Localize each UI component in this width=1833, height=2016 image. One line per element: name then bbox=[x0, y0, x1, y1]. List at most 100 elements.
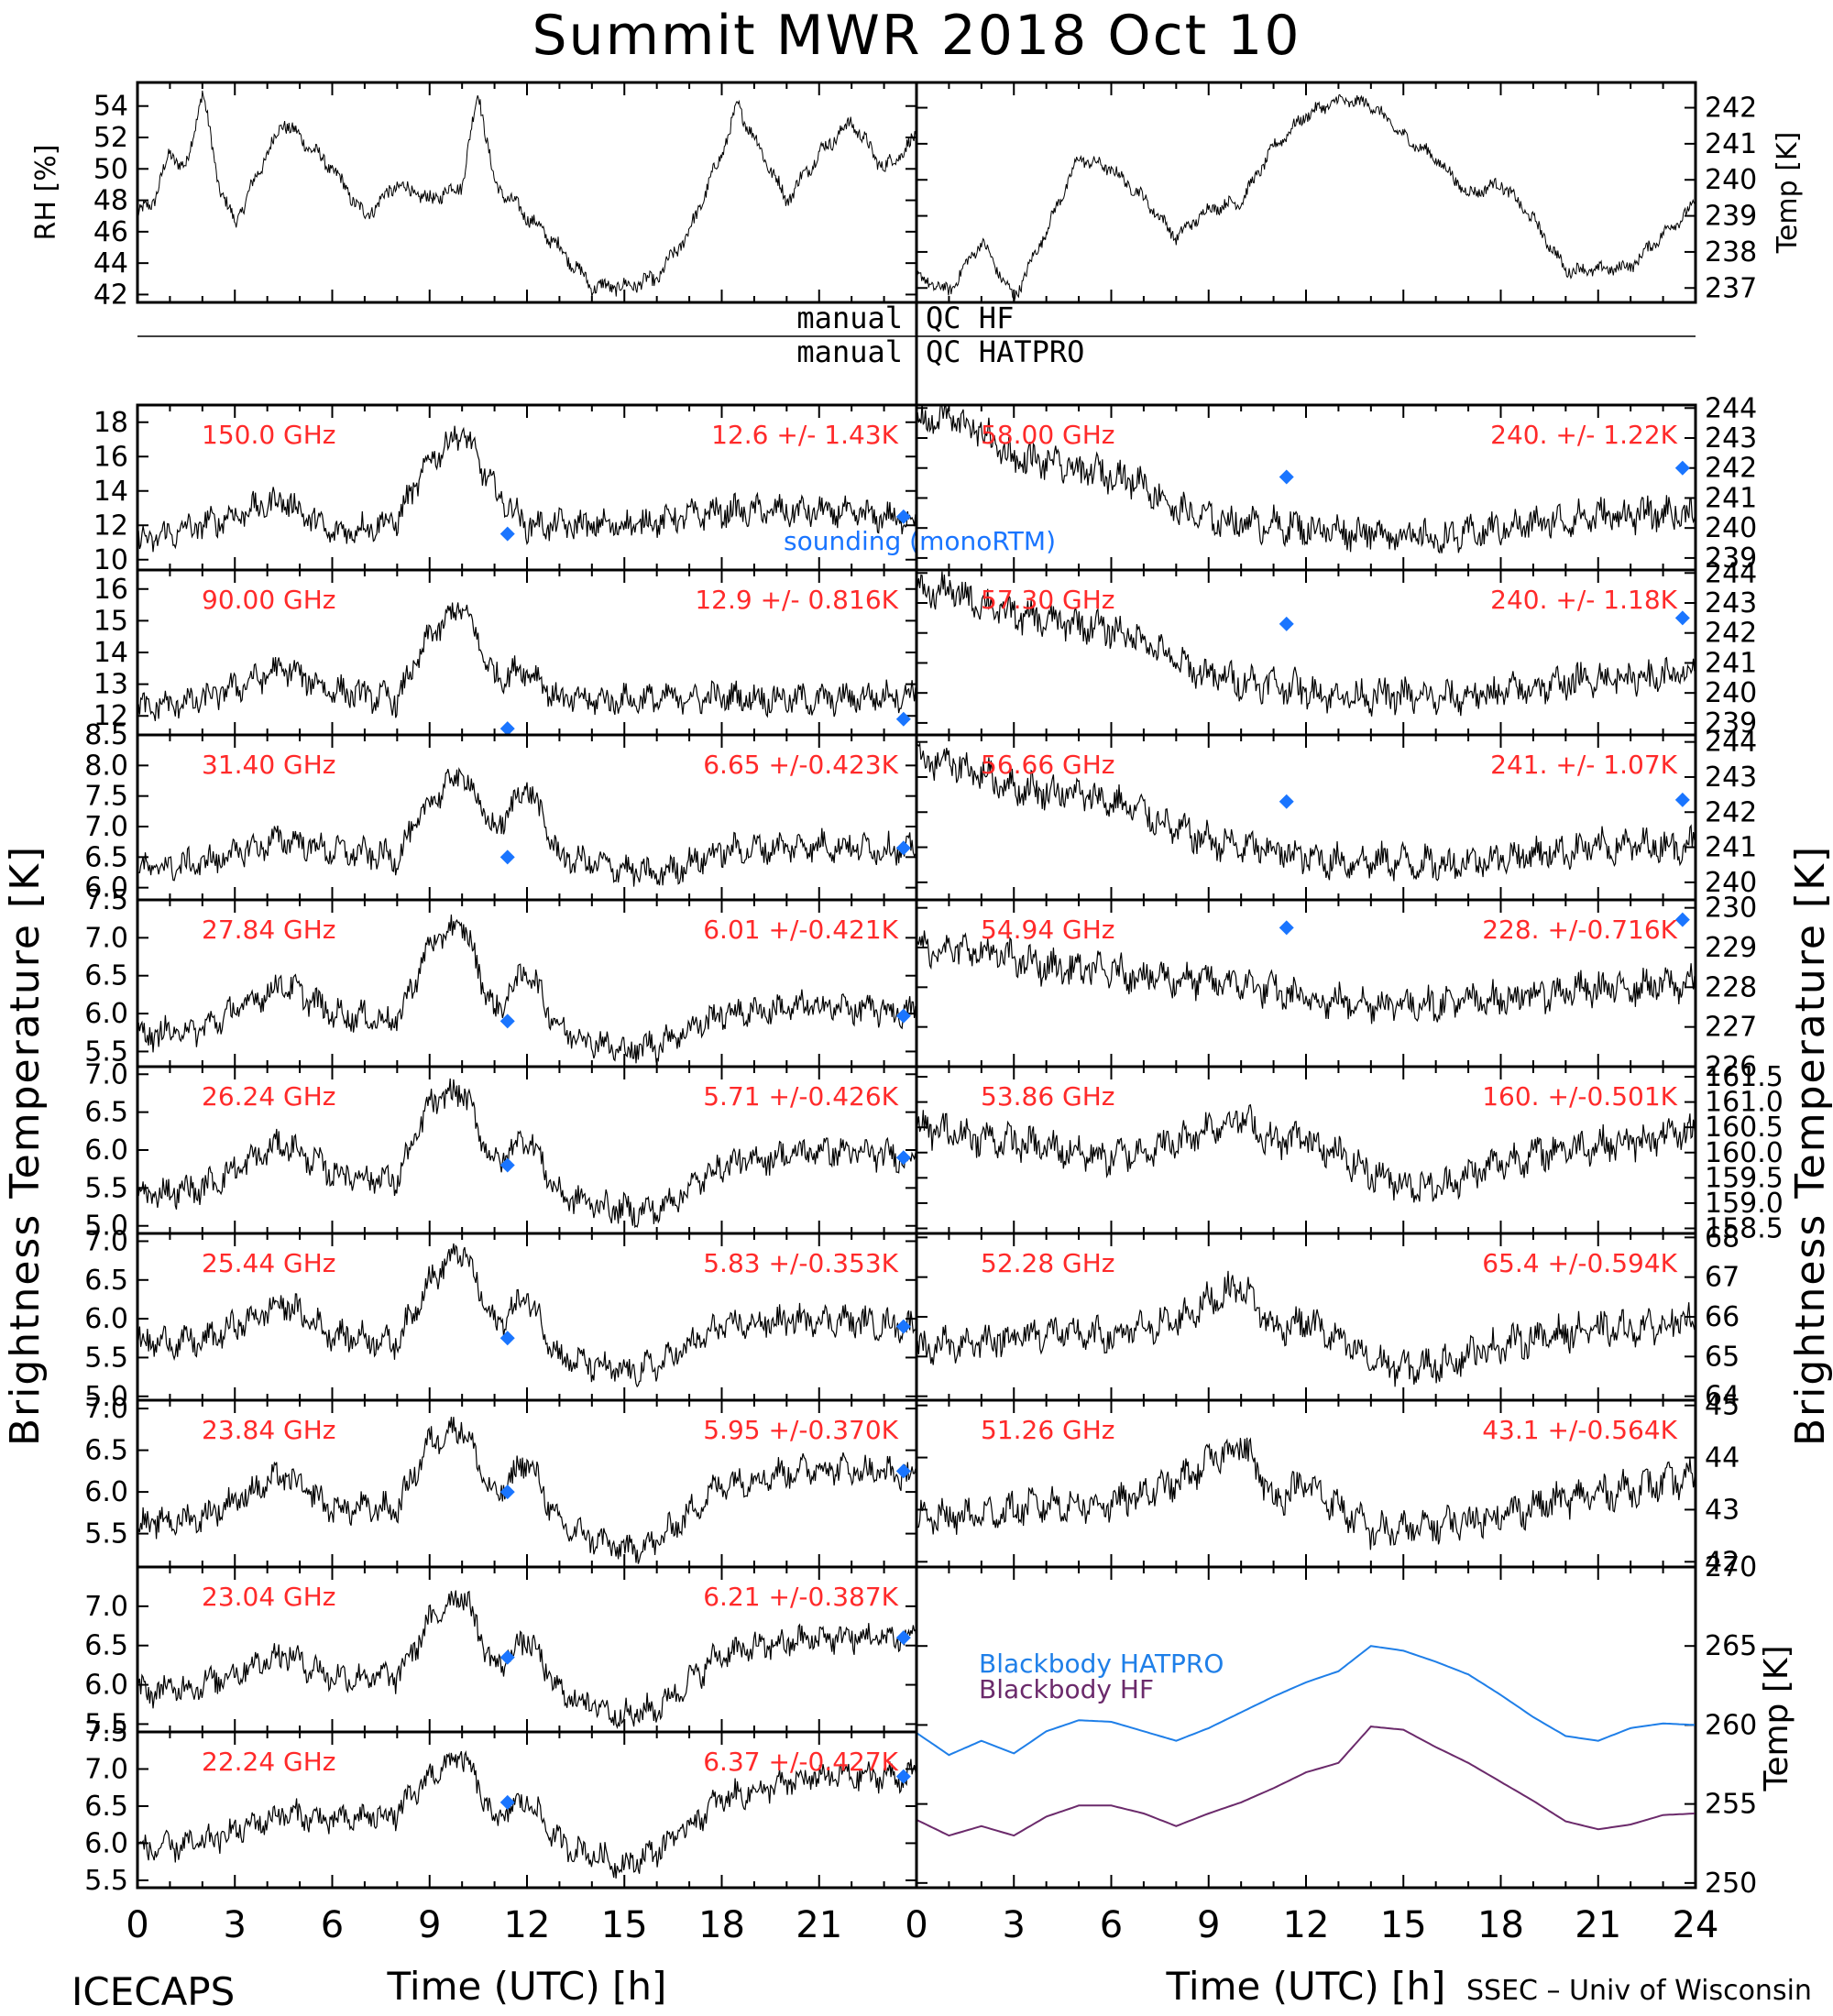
y-tick-label: 241 bbox=[1705, 647, 1757, 679]
y-tick-label: 43 bbox=[1705, 1494, 1740, 1526]
y-tick-label: 6.5 bbox=[84, 1791, 128, 1823]
y-tick-label: 6.0 bbox=[84, 998, 128, 1030]
y-tick-label: 68 bbox=[1705, 1222, 1740, 1254]
right-axis-label: Brightness Temperature [K] bbox=[1787, 845, 1833, 1446]
panel-frame bbox=[136, 81, 918, 304]
y-tick-label: 6.5 bbox=[84, 841, 128, 873]
series-line bbox=[138, 1750, 916, 1879]
stats-label: 228. +/-0.716K bbox=[1482, 915, 1677, 945]
frequency-label: 150.0 GHz bbox=[202, 420, 336, 450]
y-tick-label: 7.0 bbox=[84, 922, 128, 954]
qc-hf-right: QC HF bbox=[926, 301, 1014, 335]
sounding-marker bbox=[1279, 794, 1294, 809]
y-tick-label: 64 bbox=[1705, 1381, 1740, 1413]
x-tick-label-right: 21 bbox=[1575, 1904, 1621, 1946]
sounding-marker bbox=[499, 1157, 515, 1173]
y-tick-label: 6.5 bbox=[84, 1435, 128, 1467]
series-line bbox=[917, 406, 1695, 554]
y-tick-label: 16 bbox=[93, 574, 128, 606]
sounding-marker bbox=[895, 1463, 911, 1479]
y-tick-label: 5.5 bbox=[84, 1518, 128, 1550]
y-tick-label: 7.0 bbox=[84, 1753, 128, 1785]
panel-f26: 5.0 5.5 6.0 6.5 7.0 26.24 GHz 5.71 +/-0.426K bbox=[84, 1058, 918, 1243]
sounding-label: sounding (monoRTM) bbox=[784, 526, 1056, 556]
y-tick-label: 239 bbox=[1705, 201, 1757, 233]
y-tick-label: 161.5 bbox=[1705, 1061, 1784, 1093]
bb-axis-label: Temp [K] bbox=[1758, 1645, 1795, 1791]
frequency-label: 54.94 GHz bbox=[981, 915, 1115, 945]
frequency-label: 56.66 GHz bbox=[981, 750, 1115, 780]
series-line bbox=[138, 90, 916, 298]
x-tick-label-right: 3 bbox=[1003, 1904, 1026, 1946]
frequency-label: 25.44 GHz bbox=[202, 1248, 336, 1278]
y-tick-label: 260 bbox=[1705, 1709, 1757, 1741]
y-tick-label: 241 bbox=[1705, 482, 1757, 514]
series-line bbox=[917, 93, 1695, 301]
y-tick-label: 6.0 bbox=[84, 1134, 128, 1167]
series-line bbox=[138, 602, 916, 722]
y-tick-label: 159.0 bbox=[1705, 1188, 1784, 1220]
y-tick-label: 46 bbox=[93, 216, 128, 248]
y-tick-label: 7.0 bbox=[84, 1058, 128, 1090]
y-tick-label: 242 bbox=[1705, 453, 1757, 485]
series-line bbox=[917, 1270, 1695, 1387]
sounding-marker bbox=[499, 1485, 515, 1500]
series-line bbox=[138, 1417, 916, 1564]
stats-label: 6.21 +/-0.387K bbox=[703, 1582, 898, 1612]
y-tick-label: 18 bbox=[93, 407, 128, 439]
y-tick-label: 6.0 bbox=[84, 1303, 128, 1335]
y-tick-label: 14 bbox=[93, 476, 128, 508]
y-tick-label: 6.5 bbox=[84, 960, 128, 992]
y-tick-label: 6.0 bbox=[84, 1670, 128, 1702]
y-tick-label: 50 bbox=[93, 153, 128, 185]
sounding-marker bbox=[895, 1769, 911, 1784]
panel-f54: 226 227 228 229 230 54.94 GHz 228. +/-0.716K bbox=[915, 893, 1757, 1083]
y-tick-label: 241 bbox=[1705, 128, 1757, 160]
y-tick-label: 54 bbox=[93, 91, 128, 123]
sounding-marker bbox=[499, 849, 515, 865]
stats-label: 12.6 +/- 1.43K bbox=[711, 420, 898, 450]
sounding-marker bbox=[1279, 920, 1294, 936]
footer-ssec: SSEC – Univ of Wisconsin bbox=[1466, 1975, 1812, 2007]
y-tick-label: 242 bbox=[1705, 618, 1757, 650]
y-tick-label: 5.5 bbox=[84, 1172, 128, 1204]
y-tick-label: 250 bbox=[1705, 1868, 1757, 1900]
y-tick-label: 7.5 bbox=[84, 1716, 128, 1748]
stats-label: 5.83 +/-0.353K bbox=[703, 1248, 898, 1278]
frequency-label: 57.30 GHz bbox=[981, 585, 1115, 615]
y-tick-label: 12 bbox=[93, 700, 128, 732]
frequency-label: 53.86 GHz bbox=[981, 1081, 1115, 1112]
y-tick-label: 240 bbox=[1705, 677, 1757, 709]
panel-blackbody: 250 255 260 265 270 bbox=[915, 1551, 1757, 1900]
sounding-marker bbox=[1674, 610, 1690, 626]
x-tick-label-left: 9 bbox=[418, 1904, 441, 1946]
y-tick-label: 42 bbox=[1705, 1546, 1740, 1578]
y-tick-label: 8.0 bbox=[84, 750, 128, 782]
sounding-marker bbox=[895, 509, 911, 524]
y-tick-label: 244 bbox=[1705, 557, 1757, 589]
sounding-marker bbox=[895, 1319, 911, 1334]
panel-f23_8: 5.5 6.0 6.5 7.0 23.84 GHz 5.95 +/-0.370K bbox=[84, 1393, 918, 1569]
y-tick-label: 5.5 bbox=[84, 1865, 128, 1897]
x-tick-label-left: 0 bbox=[126, 1904, 148, 1946]
legend-bb-hatpro: Blackbody HATPRO bbox=[979, 1649, 1224, 1679]
sounding-marker bbox=[1279, 616, 1294, 631]
y-tick-label: 8.5 bbox=[84, 719, 128, 751]
y-tick-label: 15 bbox=[93, 605, 128, 637]
y-tick-label: 5.5 bbox=[84, 1342, 128, 1374]
y-tick-label: 7.0 bbox=[84, 1591, 128, 1623]
legend-bb-hf: Blackbody HF bbox=[979, 1674, 1154, 1704]
sounding-marker bbox=[895, 840, 911, 856]
series-line bbox=[138, 766, 916, 887]
qc-hf-left: manual bbox=[796, 301, 903, 335]
y-tick-label: 65 bbox=[1705, 1341, 1740, 1373]
frequency-label: 23.84 GHz bbox=[202, 1415, 336, 1445]
y-tick-label: 255 bbox=[1705, 1789, 1757, 1821]
y-tick-label: 10 bbox=[93, 544, 128, 576]
y-tick-label: 7.0 bbox=[84, 1225, 128, 1257]
